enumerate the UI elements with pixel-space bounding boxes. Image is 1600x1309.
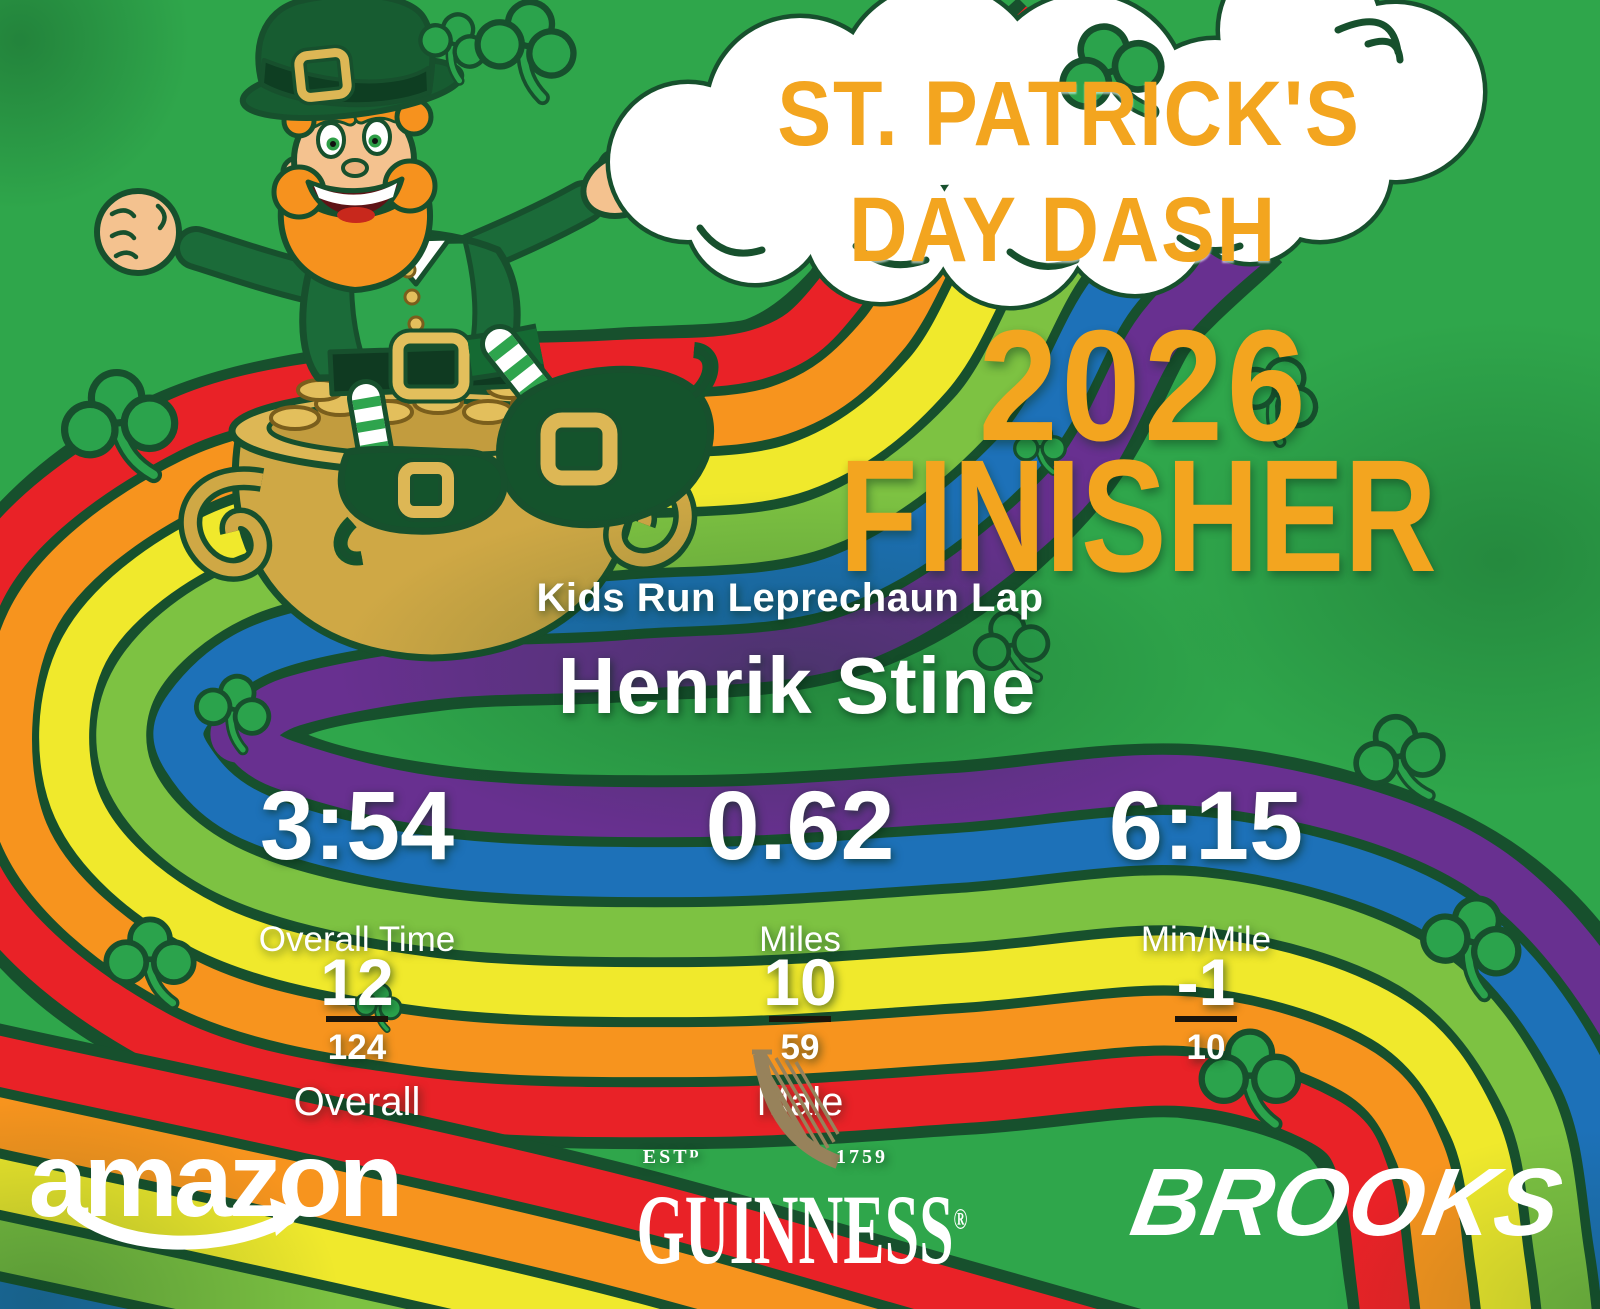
boot-icon <box>496 342 719 529</box>
guinness-estd-label: ESTᴰ <box>642 1146 702 1168</box>
leprechaun-icon <box>94 0 719 566</box>
rank-gender-place: 10 <box>763 945 837 1019</box>
guinness-logo: GUINNESS® <box>636 1174 968 1285</box>
fraction-divider <box>1175 1016 1237 1022</box>
guinness-year-label: 1759 <box>836 1146 888 1168</box>
registered-mark: ® <box>953 1202 968 1236</box>
year-label: 2026 <box>978 298 1310 474</box>
eyes <box>316 118 392 159</box>
event-title-line1: ST. PATRICK'S <box>777 63 1361 165</box>
stat-overall-time-label: Overall Time <box>258 920 456 959</box>
stat-pace-value: 6:15 <box>1108 771 1304 880</box>
fraction-divider <box>769 1016 831 1022</box>
guinness-harp-icon <box>752 1049 841 1169</box>
brooks-logo: BROOKS <box>1123 1149 1571 1256</box>
amazon-smile-icon <box>67 1198 304 1250</box>
fraction-divider <box>326 1016 388 1022</box>
event-title-line2: DAY DASH <box>848 179 1278 281</box>
stat-overall-time-value: 3:54 <box>259 771 455 880</box>
finisher-label: FINISHER <box>839 426 1437 605</box>
cloud-detail-curls <box>696 18 1404 270</box>
fist-icon <box>94 188 182 276</box>
stat-pace-label: Min/Mile <box>1140 920 1272 959</box>
rank-division-place: -1 <box>1176 945 1236 1019</box>
boot-icon <box>333 445 508 566</box>
leprechaun-head <box>271 97 438 293</box>
leprechaun-pot-of-gold-illustration <box>94 0 719 662</box>
leprechaun-hat-icon <box>239 0 465 121</box>
rank-overall-label: Overall <box>293 1080 421 1124</box>
participant-name: Henrik Stine <box>557 641 1037 730</box>
stat-miles-label: Miles <box>759 920 841 959</box>
rank-division-field: 10 <box>1186 1028 1226 1067</box>
rank-overall-place: 12 <box>320 945 394 1019</box>
stat-miles-value: 0.62 <box>705 771 895 880</box>
rank-overall-field: 124 <box>327 1028 387 1067</box>
shading <box>0 320 1600 1309</box>
race-name: Kids Run Leprechaun Lap <box>536 576 1044 620</box>
